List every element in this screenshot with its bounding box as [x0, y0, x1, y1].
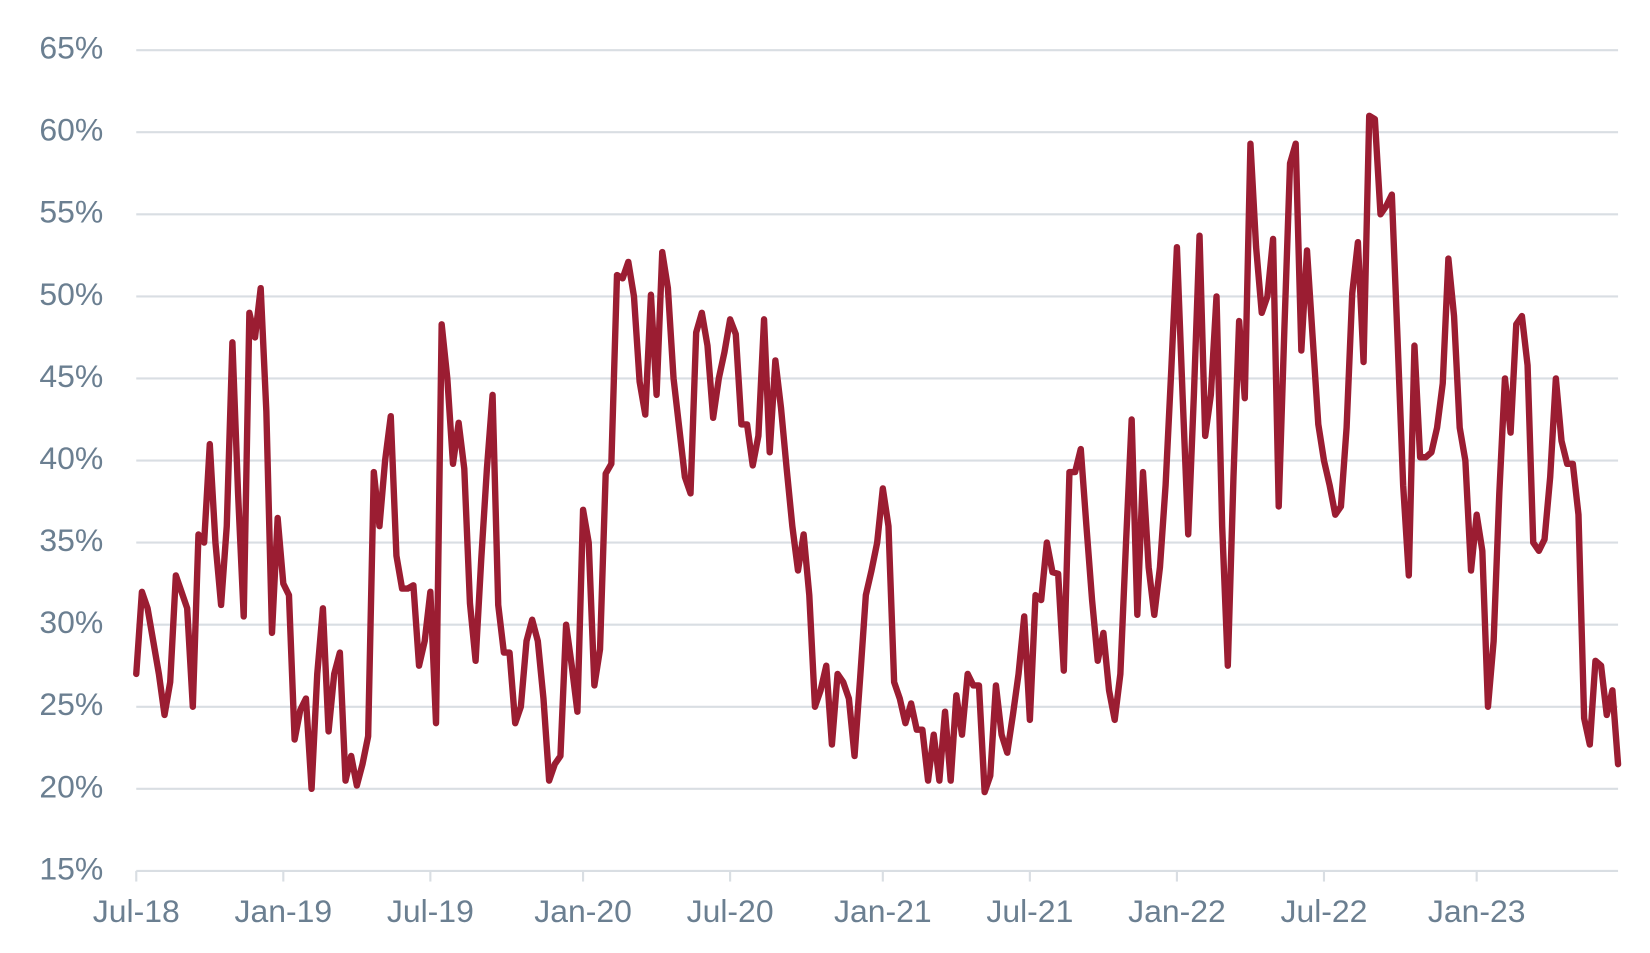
y-tick-label: 35%: [39, 522, 103, 558]
y-tick-label: 20%: [39, 768, 103, 804]
y-tick-label: 55%: [39, 194, 103, 230]
x-tick-label: Jul-20: [687, 893, 774, 929]
y-tick-label: 40%: [39, 440, 103, 476]
y-tick-label: 60%: [39, 112, 103, 148]
y-tick-label: 15%: [39, 850, 103, 886]
x-tick-label: Jan-22: [1128, 893, 1226, 929]
x-tick-label: Jul-22: [1280, 893, 1367, 929]
x-tick-label: Jan-23: [1428, 893, 1526, 929]
x-tick-label: Jul-19: [387, 893, 474, 929]
y-tick-label: 45%: [39, 358, 103, 394]
x-tick-label: Jan-21: [834, 893, 932, 929]
data-line: [133, 112, 1622, 796]
y-tick-label: 50%: [39, 276, 103, 312]
x-tick-label: Jul-21: [986, 893, 1073, 929]
x-tick-label: Jul-18: [93, 893, 180, 929]
y-tick-label: 30%: [39, 604, 103, 640]
x-tick-label: Jan-20: [534, 893, 632, 929]
x-tick-label: Jan-19: [235, 893, 333, 929]
y-tick-label: 65%: [39, 30, 103, 66]
y-tick-label: 25%: [39, 686, 103, 722]
